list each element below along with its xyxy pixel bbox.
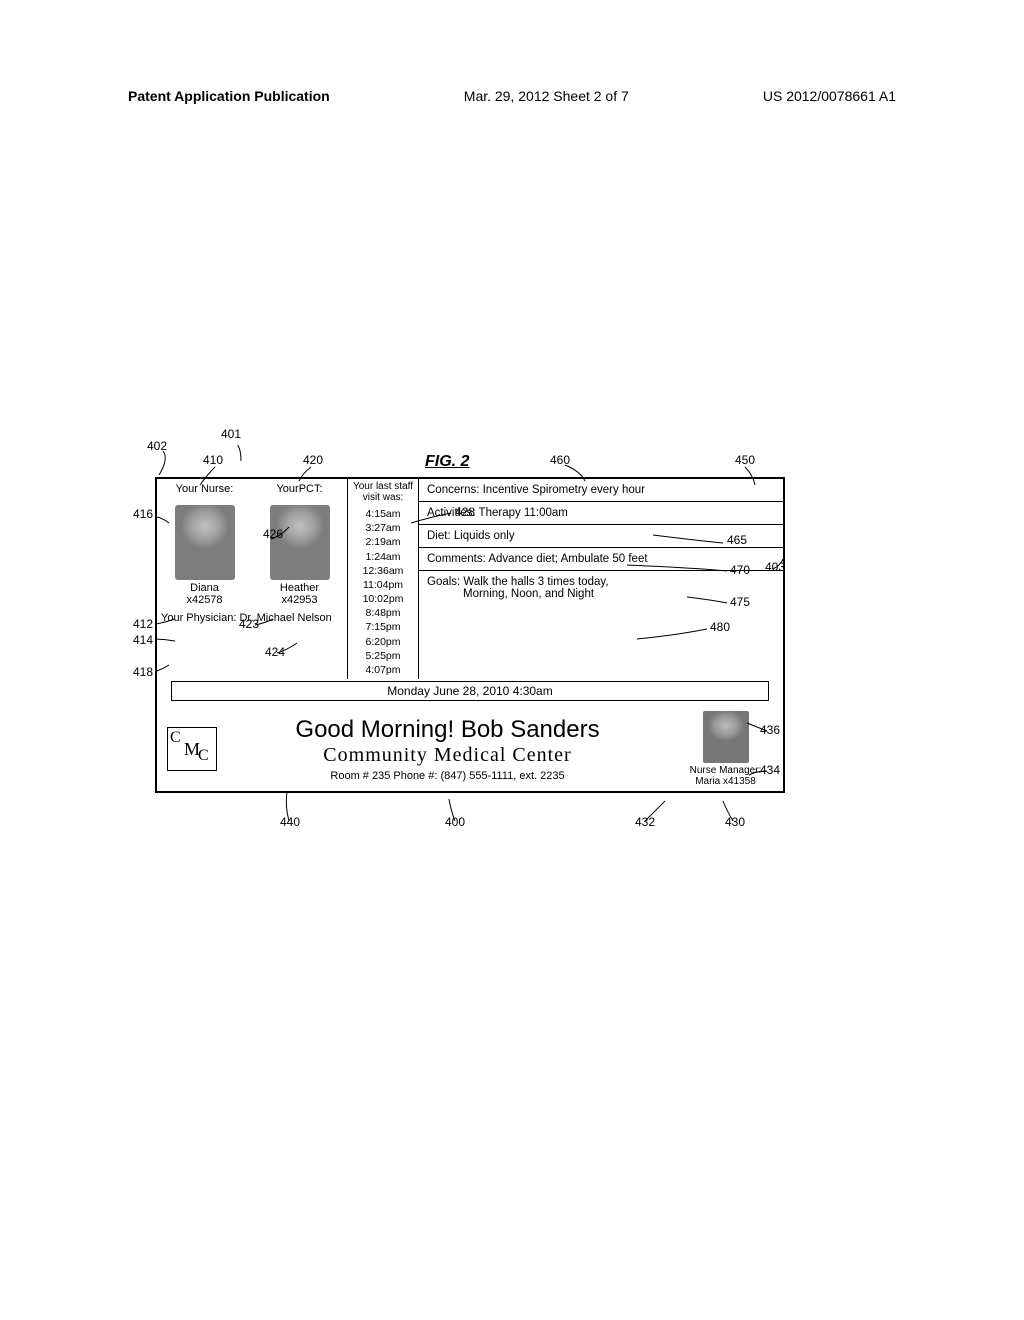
visit-time: 3:27am <box>348 521 418 535</box>
manager-photo <box>703 711 749 763</box>
nurse-ext: x42578 <box>157 594 252 606</box>
goals-row: Goals: Walk the halls 3 times today, Mor… <box>419 571 783 612</box>
greeting-block: Good Morning! Bob Sanders Community Medi… <box>217 716 678 782</box>
ref-470: 470 <box>730 563 750 577</box>
nurse-photo <box>175 505 235 580</box>
figure-title: FIG. 2 <box>425 453 469 471</box>
nurse-column: Your Nurse: Diana x42578 <box>157 479 252 606</box>
visit-time: 2:19am <box>348 535 418 549</box>
ref-401: 401 <box>221 427 241 441</box>
ref-410: 410 <box>203 453 223 467</box>
ref-436: 436 <box>760 723 780 737</box>
greeting: Good Morning! Bob Sanders <box>217 716 678 744</box>
ref-432: 432 <box>635 815 655 829</box>
lower-region: C M C Good Morning! Bob Sanders Communit… <box>157 705 783 791</box>
facility-name: Community Medical Center <box>217 744 678 767</box>
ref-420: 420 <box>303 453 323 467</box>
visit-time: 5:25pm <box>348 649 418 663</box>
ref-480: 480 <box>710 620 730 634</box>
ref-402: 402 <box>147 439 167 453</box>
ref-430: 430 <box>725 815 745 829</box>
visit-time: 8:48pm <box>348 606 418 620</box>
pct-ext: x42953 <box>252 594 347 606</box>
pct-label: YourPCT: <box>252 479 347 499</box>
manager-name: Maria x41358 <box>678 776 773 787</box>
ref-412: 412 <box>133 617 153 631</box>
visit-time: 7:15pm <box>348 620 418 634</box>
room-info: Room # 235 Phone #: (847) 555-1111, ext.… <box>217 770 678 782</box>
pub-label: Patent Application Publication <box>128 88 330 104</box>
ref-428: 428 <box>455 505 475 519</box>
ref-403: 403 <box>765 560 785 574</box>
ref-465: 465 <box>727 533 747 547</box>
ref-434: 434 <box>760 763 780 777</box>
ref-450: 450 <box>735 453 755 467</box>
ref-400: 400 <box>445 815 465 829</box>
pct-photo <box>270 505 330 580</box>
ref-418: 418 <box>133 665 153 679</box>
goals-line2: Morning, Noon, and Night <box>427 588 775 600</box>
manager-label: Nurse Manager: <box>678 765 773 776</box>
visit-time: 4:07pm <box>348 663 418 677</box>
ref-423: 423 <box>239 617 259 631</box>
pub-date-sheet: Mar. 29, 2012 Sheet 2 of 7 <box>464 88 629 104</box>
ref-426: 426 <box>263 527 283 541</box>
concerns-row: Concerns: Incentive Spirometry every hou… <box>419 479 783 502</box>
visits-list: 4:15am 3:27am 2:19am 1:24am 12:36am 11:0… <box>348 505 418 679</box>
visit-time: 4:15am <box>348 507 418 521</box>
visit-time: 12:36am <box>348 564 418 578</box>
display-panel: Your Nurse: Diana x42578 YourPCT: Heathe… <box>155 477 785 793</box>
goals-line1: Goals: Walk the halls 3 times today, <box>427 576 775 588</box>
visit-time: 10:02pm <box>348 592 418 606</box>
pct-name: Heather <box>252 582 347 594</box>
visit-time: 6:20pm <box>348 635 418 649</box>
nurse-name: Diana <box>157 582 252 594</box>
figure: FIG. 2 Your Nurse: Diana x42578 YourPCT:… <box>155 445 785 793</box>
visits-label: Your last staff visit was: <box>348 479 418 505</box>
staff-block: Your Nurse: Diana x42578 YourPCT: Heathe… <box>157 479 347 679</box>
ref-424: 424 <box>265 645 285 659</box>
facility-logo: C M C <box>167 727 217 771</box>
ref-416: 416 <box>133 507 153 521</box>
ref-460: 460 <box>550 453 570 467</box>
ref-475: 475 <box>730 595 750 609</box>
visits-column: Your last staff visit was: 4:15am 3:27am… <box>347 479 419 679</box>
datetime-bar: Monday June 28, 2010 4:30am <box>171 681 769 701</box>
comments-row: Comments: Advance diet; Ambulate 50 feet <box>419 548 783 571</box>
ref-440: 440 <box>280 815 300 829</box>
visit-time: 1:24am <box>348 550 418 564</box>
pct-column: YourPCT: Heather x42953 <box>252 479 347 606</box>
page-header: Patent Application Publication Mar. 29, … <box>128 88 896 104</box>
visit-time: 11:04pm <box>348 578 418 592</box>
manager-block: Nurse Manager: Maria x41358 <box>678 711 773 787</box>
nurse-label: Your Nurse: <box>157 479 252 499</box>
pub-number: US 2012/0078661 A1 <box>763 88 896 104</box>
ref-414: 414 <box>133 633 153 647</box>
